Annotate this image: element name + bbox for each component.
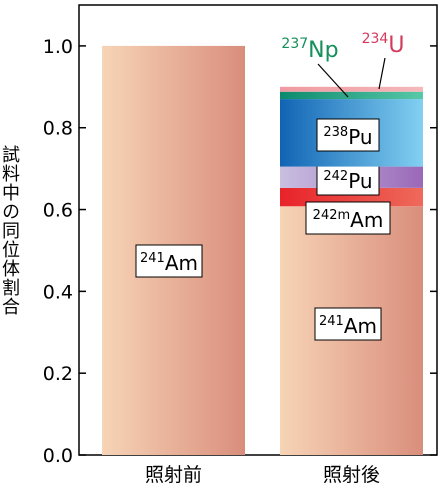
annotation-leader-line bbox=[317, 63, 349, 98]
y-axis-label: 試料中の同位体割合 bbox=[0, 145, 20, 316]
annotation-237Np: 237Np bbox=[281, 36, 338, 63]
segment-label-box bbox=[316, 162, 380, 196]
y-tick-label: 1.0 bbox=[43, 36, 73, 58]
bar-segment-照射後-237Np bbox=[280, 91, 423, 100]
bar-segment-照射後-234U bbox=[280, 86, 423, 92]
segment-label-box bbox=[314, 307, 382, 341]
segment-label-242mAm: 242mAm bbox=[313, 208, 384, 232]
segment-label-box bbox=[135, 244, 203, 278]
x-tick-label: 照射前 bbox=[145, 464, 202, 486]
plot-frame bbox=[78, 4, 438, 456]
segment-label-241Am: 241Am bbox=[140, 251, 198, 275]
segment-label-242Pu: 242Pu bbox=[323, 169, 372, 193]
y-tick-label: 0.2 bbox=[43, 363, 73, 385]
y-tick-label: 0.4 bbox=[43, 281, 73, 303]
y-tick-label: 0.8 bbox=[43, 118, 73, 140]
annotation-leader-line bbox=[378, 57, 386, 90]
y-tick-label: 0.0 bbox=[43, 445, 73, 467]
segment-label-241Am: 241Am bbox=[319, 314, 377, 338]
annotation-234U: 234U bbox=[362, 31, 405, 58]
segment-label-box bbox=[316, 118, 380, 152]
segment-label-238Pu: 238Pu bbox=[323, 125, 372, 149]
x-tick-label: 照射後 bbox=[323, 464, 380, 486]
y-tick-label: 0.6 bbox=[43, 200, 73, 222]
segment-label-box bbox=[305, 201, 391, 235]
